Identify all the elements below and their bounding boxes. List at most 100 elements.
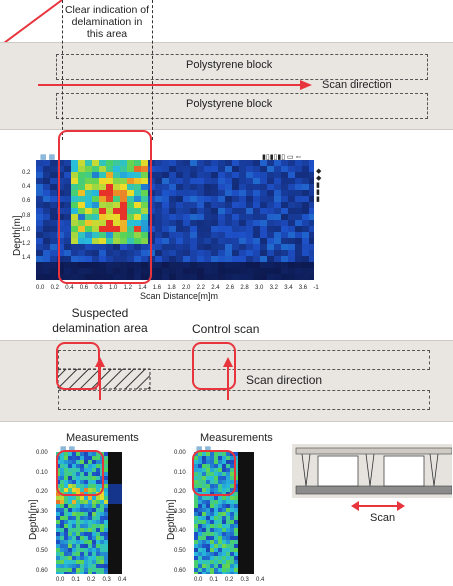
scan-pixel [92,572,96,574]
scan-pixel [253,250,260,256]
scan-pixel [211,262,218,268]
scan-pixel [202,484,206,488]
scan-pixel [120,226,127,232]
scan-pixel [64,532,68,536]
scan-pixel [169,202,176,208]
scan-pixel [100,540,104,544]
scan-pixel [234,460,238,464]
scan-pixel [239,274,246,280]
scan-pixel [230,480,234,484]
scan-pixel [211,172,218,178]
scan-pixel [274,262,281,268]
scan-pixel [68,488,72,492]
scan-pixel [155,244,162,250]
scan-pixel [202,508,206,512]
scan-pixel [202,540,206,544]
small-scan-1-header: ▦ ▦ [60,446,76,453]
scan-pixel [36,262,43,268]
scan-pixel [155,232,162,238]
scan-pixel [210,452,214,456]
scan-pixel [274,160,281,166]
scan-pixel [202,564,206,568]
scan-pixel [64,452,68,456]
scan-pixel [226,540,230,544]
scan-pixel [194,524,198,528]
scan-pixel [85,244,92,250]
scan-pixel [214,528,218,532]
scan-pixel [127,220,134,226]
scan-pixel [218,226,225,232]
x-tick-label: 1.8 [167,285,176,291]
x-tick-label: 2.0 [182,285,191,291]
scan-pixel [120,536,122,540]
scan-pixel [84,536,88,540]
scan-pixel [218,256,225,262]
scan-pixel [194,552,198,556]
scan-pixel [176,226,183,232]
scan-pixel [230,544,234,548]
scan-pixel [36,178,43,184]
scan-pixel [214,464,218,468]
scan-pixel [190,166,197,172]
scan-pixel [267,160,274,166]
scan-pixel [250,516,254,520]
scan-pixel [204,232,211,238]
scan-pixel [88,536,92,540]
scan-pixel [214,524,218,528]
scan-pixel [80,548,84,552]
scan-pixel [194,476,198,480]
x-tick-label: 0.3 [240,577,249,583]
scan-pixel [84,488,88,492]
scan-pixel [274,226,281,232]
scan-pixel [206,564,210,568]
scan-pixel [120,208,127,214]
scan-pixel [76,484,80,488]
scan-pixel [302,202,309,208]
scan-pixel [120,560,122,564]
scan-pixel [72,484,76,488]
scan-pixel [253,268,260,274]
scan-pixel [238,544,242,548]
y-tick-label: 0.30 [174,508,186,515]
scan-pixel [206,464,210,468]
scan-pixel [211,196,218,202]
scan-pixel [43,190,50,196]
scan-pixel [104,488,108,492]
scan-pixel [127,166,134,172]
scan-pixel [218,160,225,166]
scan-pixel [309,208,314,214]
scan-direction-label: Scan direction [322,79,392,91]
scan-pixel [288,208,295,214]
scan-pixel [141,190,148,196]
scan-pixel [250,512,254,516]
scan-pixel [250,548,254,552]
scan-pixel [60,544,64,548]
scan-pixel [68,564,72,568]
scan-pixel [100,568,104,572]
scan-pixel [295,274,302,280]
scan-pixel [71,196,78,202]
scan-pixel [260,214,267,220]
scan-pixel [234,488,238,492]
scan-pixel [211,256,218,262]
scan-pixel [238,556,242,560]
scan-pixel [43,172,50,178]
scan-pixel [56,544,60,548]
scan-pixel [134,160,141,166]
scan-pixel [120,532,122,536]
scan-pixel [204,196,211,202]
scan-pixel [155,172,162,178]
scan-pixel [239,172,246,178]
scan-pixel [197,226,204,232]
scan-pixel [206,524,210,528]
scan-pixel [43,262,50,268]
scan-pixel [309,160,314,166]
scan-pixel [202,464,206,468]
scan-pixel [106,226,113,232]
scan-pixel [214,532,218,536]
x-tick-label: 0.2 [87,577,96,583]
scan-pixel [234,540,238,544]
scan-pixel [281,232,288,238]
scan-pixel [92,480,96,484]
scan-pixel [155,226,162,232]
